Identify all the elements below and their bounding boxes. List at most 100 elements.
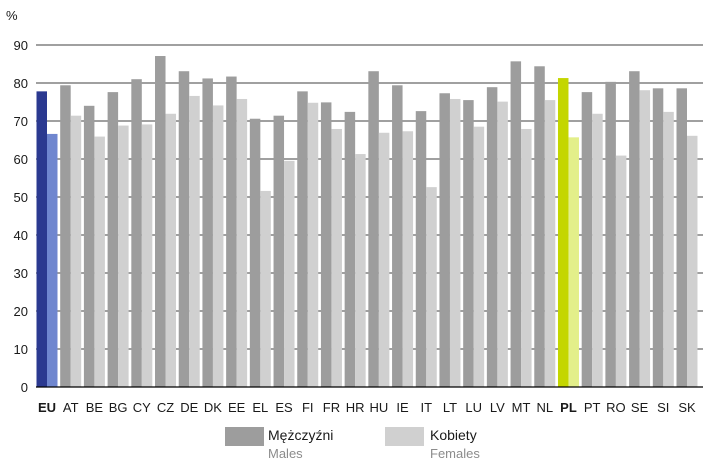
bar-fr-males [320,102,332,387]
legend-label-males: Mężczyźni [268,427,333,443]
bar-ro-males [605,81,616,388]
x-tick-label: SK [678,400,696,415]
bar-si-females [663,111,674,387]
bar-el-females [260,190,271,387]
x-tick-label: DK [204,400,222,415]
bar-fi-females [307,102,319,387]
bar-mt-females [521,128,532,388]
bar-hr-males [344,111,356,387]
legend: Mężczyźni Males Kobiety Females [225,427,480,461]
y-tick-label: 30 [14,266,28,281]
bar-ee-females [236,98,248,388]
x-tick-label: FI [302,400,314,415]
x-tick-label: IE [396,400,409,415]
bar-se-males [629,71,640,387]
bar-pl-males [557,78,569,387]
bar-bg-males [107,92,119,388]
x-tick-label: LT [443,400,457,415]
y-tick-label: 20 [14,304,28,319]
x-tick-label: BG [109,400,128,415]
bar-es-females [284,160,295,387]
bar-cy-males [131,79,142,387]
x-tick-label: LU [465,400,482,415]
bar-be-males [83,105,95,388]
bar-cz-females [165,113,177,387]
y-tick-label: 70 [14,114,28,129]
bar-hu-females [378,132,390,387]
y-unit-label: % [6,8,18,23]
bar-ro-females [615,155,627,387]
bar-hr-females [355,154,366,387]
y-tick-label: 60 [14,152,28,167]
bar-nl-males [534,66,545,387]
bar-pt-females [592,113,603,387]
bar-lu-males [463,100,474,387]
bar-ee-males [226,76,237,387]
x-tick-label: PL [560,400,577,415]
y-axis-ticks: 0 10 20 30 40 50 60 70 80 90 [14,38,28,395]
x-tick-label: RO [606,400,626,415]
x-tick-label: MT [512,400,531,415]
bars [36,56,698,388]
bar-pt-males [581,92,593,388]
bar-at-males [60,85,71,387]
legend-swatch-females [385,427,424,446]
bar-de-males [178,71,190,387]
x-axis-labels: EU AT BE BG CY CZ DE DK EE EL ES FI FR HR HU IE IT LT LU LV… [38,400,696,415]
bar-es-males [273,115,285,388]
x-tick-label: ES [275,400,293,415]
bar-cz-males [155,56,166,388]
x-tick-label: EL [252,400,268,415]
bar-lv-males [486,87,498,388]
x-tick-label: EU [38,400,56,415]
y-tick-label: 50 [14,190,28,205]
bar-fi-males [297,91,308,388]
bar-be-females [94,136,105,387]
bar-lt-females [449,98,461,388]
bar-si-males [652,88,664,387]
y-tick-label: 10 [14,342,28,357]
bar-dk-females [212,105,224,388]
bar-se-females [639,90,651,387]
y-tick-label: 40 [14,228,28,243]
x-tick-label: EE [228,400,246,415]
x-tick-label: LV [490,400,505,415]
bar-eu-males [36,91,47,388]
bar-el-males [249,118,261,387]
x-tick-label: HR [346,400,365,415]
bar-at-females [70,115,82,388]
bar-sk-males [676,88,687,387]
bar-cy-females [141,124,153,388]
x-tick-label: PT [584,400,601,415]
bar-nl-females [544,100,556,387]
bar-ie-females [402,131,414,387]
x-tick-label: IT [420,400,432,415]
x-tick-label: CZ [157,400,174,415]
bar-lu-females [473,126,485,387]
legend-sublabel-males: Males [268,446,303,461]
x-tick-label: NL [536,400,553,415]
legend-sublabel-females: Females [430,446,480,461]
bar-lt-males [439,93,450,387]
bar-it-males [415,111,427,388]
legend-label-females: Kobiety [430,427,477,443]
bar-sk-females [687,135,698,387]
bar-de-females [189,95,200,388]
x-tick-label: CY [133,400,151,415]
y-tick-label: 0 [21,380,28,395]
y-tick-label: 90 [14,38,28,53]
bar-lv-females [497,101,508,388]
legend-swatch-males [225,427,264,446]
bar-dk-males [202,78,213,387]
y-tick-label: 80 [14,76,28,91]
x-tick-label: HU [369,400,388,415]
x-tick-label: BE [86,400,104,415]
bar-pl-females [568,137,579,387]
x-tick-label: SE [631,400,649,415]
x-tick-label: FR [323,400,340,415]
bar-mt-males [510,61,522,388]
bar-fr-females [331,128,342,388]
bar-hu-males [368,71,379,387]
x-tick-label: SI [657,400,669,415]
